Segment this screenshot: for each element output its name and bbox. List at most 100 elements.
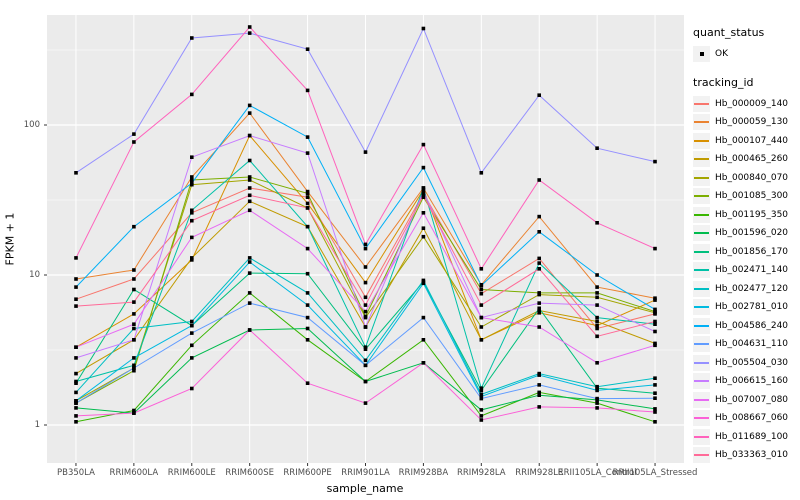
data-point (595, 273, 599, 277)
data-point (595, 285, 599, 289)
data-point (479, 283, 484, 288)
data-point (74, 285, 78, 289)
data-point (537, 311, 541, 315)
legend-line-swatch (693, 447, 710, 464)
data-point (363, 242, 368, 247)
legend-item-label: Hb_008667_060 (715, 413, 789, 424)
data-point (537, 306, 541, 311)
series-color-line-icon (694, 250, 709, 253)
legend-item-Hb_033363_010: Hb_033363_010 (693, 446, 799, 465)
data-point (247, 158, 252, 163)
legend-item-Hb_004586_240: Hb_004586_240 (693, 317, 799, 336)
data-point (479, 408, 484, 412)
series-color-line-icon (694, 176, 709, 179)
legend-line-swatch (693, 262, 710, 279)
data-point (653, 298, 657, 302)
series-color-line-icon (694, 361, 709, 364)
data-point (305, 135, 310, 139)
legend-item-Hb_002477_120: Hb_002477_120 (693, 280, 799, 299)
legend-item-Hb_000009_140: Hb_000009_140 (693, 95, 799, 114)
data-point (247, 31, 252, 35)
data-point (479, 315, 484, 320)
series-color-line-icon (694, 398, 709, 401)
data-point (421, 281, 426, 286)
legend-item-Hb_005504_030: Hb_005504_030 (693, 354, 799, 373)
data-point (74, 345, 78, 349)
data-point (132, 322, 136, 326)
legend-section-quant-status: quant_status OK (693, 26, 799, 64)
x-tick-label: PB350LA (56, 468, 95, 478)
series-color-line-icon (694, 232, 709, 235)
data-point (305, 271, 310, 276)
data-point (595, 396, 599, 401)
series-color-line-icon (694, 102, 709, 105)
data-point (653, 391, 657, 395)
data-point (479, 303, 484, 307)
data-point (190, 208, 194, 213)
x-axis-title: sample_name (326, 482, 404, 495)
data-point (247, 178, 252, 182)
data-point (537, 383, 541, 387)
data-point (247, 193, 252, 198)
legend: quant_status OK tracking_id Hb_000009_14… (693, 26, 799, 465)
data-point (653, 407, 657, 411)
legend-item-label: Hb_000107_440 (715, 135, 789, 146)
data-point (190, 235, 194, 240)
series-color-line-icon (694, 121, 709, 124)
data-point (247, 175, 252, 179)
legend-item-label: Hb_000840_070 (715, 172, 789, 183)
data-point (595, 319, 599, 324)
data-point (190, 155, 194, 159)
series-color-line-icon (694, 417, 709, 420)
legend-item-label: Hb_005504_030 (715, 357, 789, 368)
legend-item-Hb_002781_010: Hb_002781_010 (693, 298, 799, 317)
x-tick-label: RRII105LA_Stressed (612, 468, 698, 478)
data-point (363, 363, 368, 368)
data-point (305, 246, 310, 251)
data-point (537, 256, 541, 261)
data-point (190, 181, 194, 185)
data-point (479, 325, 484, 329)
x-tick-label: RRIM928BA (398, 468, 449, 478)
data-point (74, 297, 78, 301)
data-point (537, 291, 541, 295)
data-point (190, 256, 194, 260)
series-color-line-icon (694, 195, 709, 198)
data-point (479, 171, 484, 175)
legend-item-label: Hb_002477_120 (715, 283, 789, 294)
data-point (247, 111, 252, 115)
data-point (479, 414, 484, 418)
series-color-line-icon (694, 139, 709, 142)
legend-item-Hb_001596_020: Hb_001596_020 (693, 224, 799, 243)
data-point (537, 390, 541, 395)
x-tick-label: RRIM600SE (225, 468, 274, 478)
x-tick-label: RRIM600LE (167, 468, 216, 478)
data-point (305, 326, 310, 331)
data-point (363, 265, 368, 269)
data-point (74, 406, 78, 410)
legend-item-label: Hb_033363_010 (715, 450, 789, 461)
legend-item-label: Hb_000059_130 (715, 117, 789, 128)
data-point (363, 295, 368, 300)
data-point (595, 146, 599, 150)
data-point (421, 226, 426, 230)
legend-line-swatch (693, 373, 710, 390)
x-tick-label: RRII105LA_Control (557, 468, 637, 478)
data-point (363, 309, 368, 314)
data-point (247, 328, 252, 332)
data-point (305, 303, 310, 307)
data-point (653, 309, 657, 314)
data-point (421, 193, 426, 198)
data-point (247, 199, 252, 204)
data-point (421, 315, 426, 320)
data-point (595, 295, 599, 300)
ok-point-key (693, 46, 710, 63)
legend-item-Hb_002471_140: Hb_002471_140 (693, 261, 799, 280)
data-point (421, 189, 426, 194)
data-point (190, 343, 194, 348)
data-point (653, 329, 657, 334)
legend-item-label: Hb_007007_080 (715, 394, 789, 405)
data-point (537, 214, 541, 219)
legend-line-swatch (693, 169, 710, 186)
data-point (537, 405, 541, 409)
